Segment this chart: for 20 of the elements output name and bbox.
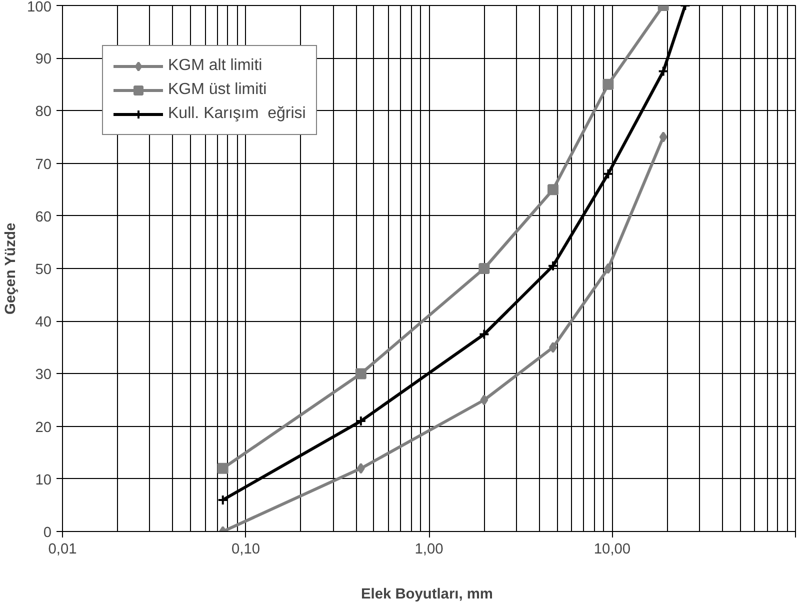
y-tick-label: 90 [35,52,52,68]
x-axis-title: Elek Boyutları, mm [360,586,493,602]
y-tick-label: 50 [35,262,52,278]
y-tick-label: 40 [35,314,52,331]
y-axis-title: Geçen Yüzde [3,222,20,315]
x-tick-label: 10,00 [594,542,631,558]
x-tick-label: 0,10 [231,542,260,558]
y-tick-label: 60 [35,209,52,226]
y-tick-label: 30 [35,367,52,384]
y-tick-label: 100 [27,0,52,16]
x-tick-label: 0,01 [48,542,77,558]
y-tick-label: 70 [35,156,52,173]
y-tick-label: 20 [35,420,52,436]
y-tick-label: 10 [35,472,52,488]
legend-label: KGM alt limiti [168,57,262,75]
y-tick-label: 80 [35,104,52,120]
legend-label: Kull. Karışım eğrisi [168,105,306,123]
x-tick-label: 1,00 [414,542,444,558]
legend-label: KGM üst limiti [168,81,267,99]
y-tick-label: 0 [43,525,52,541]
